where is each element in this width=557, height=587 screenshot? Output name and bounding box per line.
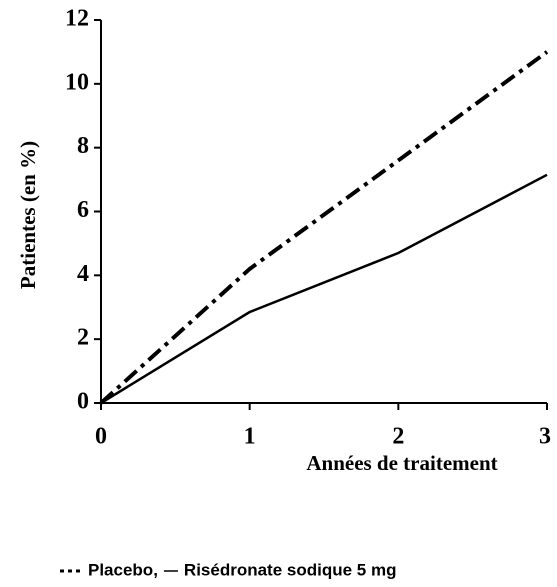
legend-label: Placebo,: [88, 560, 158, 579]
legend-label: Risédronate sodique 5 mg: [184, 560, 397, 579]
x-tick-label: 2: [392, 424, 404, 450]
x-axis-label: Années de traitement: [306, 451, 497, 475]
x-tick-label: 1: [244, 424, 256, 450]
y-tick-label: 10: [65, 69, 89, 95]
x-tick-label: 3: [539, 424, 551, 450]
y-tick-label: 0: [77, 389, 89, 415]
y-tick-label: 12: [65, 6, 89, 32]
series-line: [99, 50, 549, 405]
y-tick-label: 6: [77, 197, 89, 223]
x-tick-label: 0: [95, 424, 107, 450]
y-axis-label: Patientes (en %): [16, 141, 40, 289]
series-line: [100, 173, 548, 405]
y-tick-label: 4: [77, 261, 89, 287]
y-tick-label: 2: [77, 325, 89, 351]
y-tick-label: 8: [77, 133, 89, 159]
